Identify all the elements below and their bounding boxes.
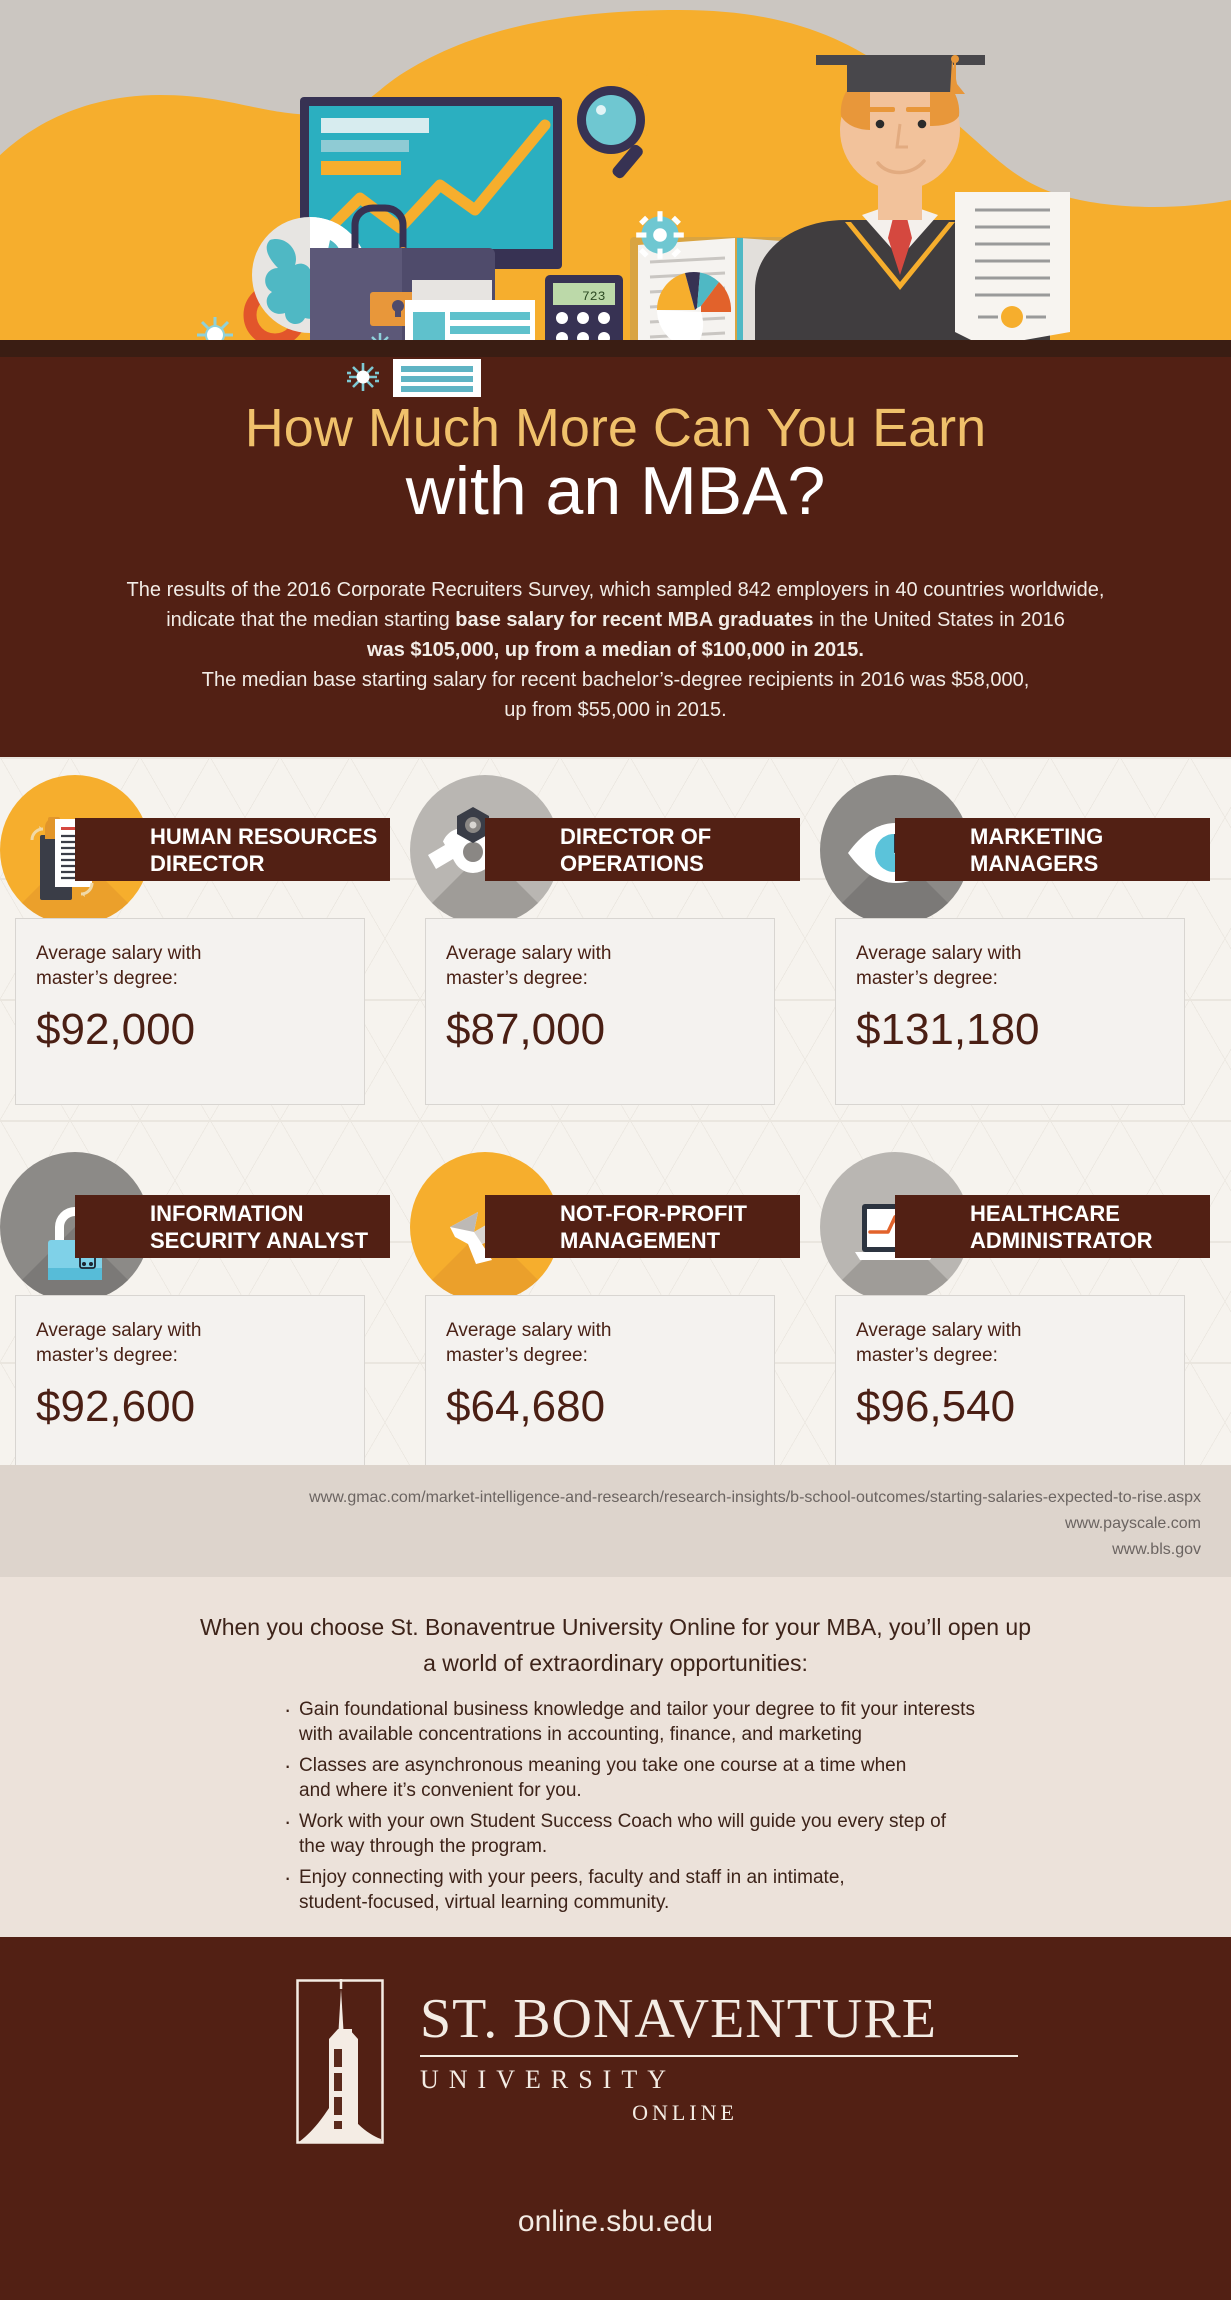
svg-text:723: 723 [582,289,605,304]
